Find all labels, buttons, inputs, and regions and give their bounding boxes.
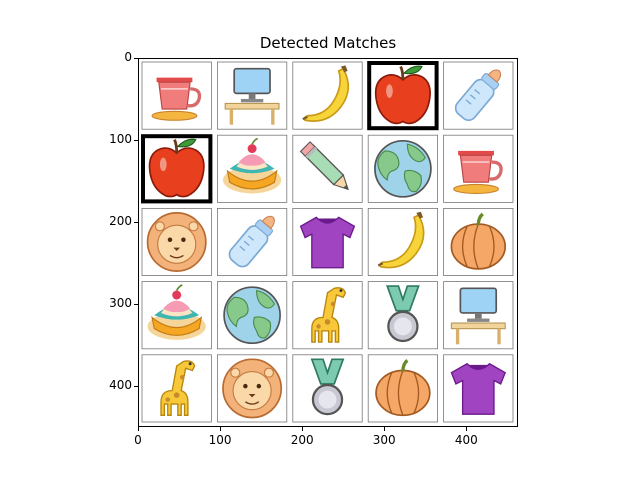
apple-icon [148,138,205,198]
x-tick-label: 200 [290,433,314,447]
medal-icon [310,358,345,416]
bottle-icon [228,215,275,268]
grid-cell-shirt [443,354,514,423]
x-tick-mark [219,427,221,431]
x-tick-mark [465,427,467,431]
lion-icon [222,358,283,419]
grid-cell-cup [141,61,212,130]
pumpkin-icon [450,212,507,270]
x-tick-label: 400 [454,433,478,447]
shirt-icon [299,216,356,269]
medal-icon [386,285,420,343]
lion-icon [146,212,207,272]
grid-cell-pumpkin [367,354,438,423]
cake-icon [147,284,206,340]
grid-cell-desk [443,281,514,350]
x-tick-label: 0 [134,433,142,447]
desk-icon [224,67,280,125]
grid-cell-lion [141,207,212,276]
grid-cell-banana [292,61,363,130]
grid-cell-pumpkin [443,207,514,276]
giraffe-icon [311,287,347,343]
y-tick-label: 400 [109,378,132,392]
cake-icon [222,137,282,194]
grid-cell-giraffe [292,281,363,350]
y-tick-label: 200 [109,214,132,228]
x-tick-mark [383,427,385,431]
apple-icon [374,65,431,125]
x-tick-mark [137,427,139,431]
y-tick-mark [134,221,138,223]
shirt-icon [450,362,507,415]
pumpkin-icon [375,359,431,417]
grid-cell-desk [217,61,288,130]
banana-icon [302,65,350,122]
bottle-icon [454,69,502,122]
grid-cell-pencil [292,134,363,203]
y-tick-mark [134,385,138,387]
y-tick-mark [134,303,138,305]
grid-cell-medal [292,354,363,423]
grid-cell-lion [217,354,288,423]
y-tick-mark [134,139,138,141]
cup-icon [453,150,503,194]
globe-icon [374,139,432,198]
y-tick-label: 0 [124,50,132,64]
image-grid [141,61,514,423]
grid-cell-banana [367,207,438,276]
x-tick-mark [301,427,303,431]
grid-cell-bottle [217,207,288,276]
grid-cell-cake [217,134,288,203]
x-tick-label: 300 [372,433,396,447]
desk-icon [450,287,506,345]
banana-icon [377,211,425,269]
y-tick-label: 100 [109,132,132,146]
chart-title: Detected Matches [259,34,397,52]
grid-cell-globe [217,281,288,350]
grid-cell-medal [367,281,438,350]
grid-cell-apple [367,61,438,130]
plot-area [138,58,518,427]
grid-cell-giraffe [141,354,212,423]
x-tick-label: 100 [208,433,232,447]
pencil-icon [299,141,349,191]
match-highlight-box [367,61,439,131]
cup-icon [151,77,202,121]
globe-icon [223,286,281,345]
grid-cell-cup [443,134,514,203]
giraffe-icon [160,360,196,416]
match-highlight-box [141,134,213,204]
grid-cell-shirt [292,207,363,276]
grid-cell-cake [141,281,212,350]
y-tick-mark [134,57,138,59]
grid-cell-bottle [443,61,514,130]
y-tick-label: 300 [109,296,132,310]
grid-cell-globe [367,134,438,203]
grid-cell-apple [141,134,212,203]
